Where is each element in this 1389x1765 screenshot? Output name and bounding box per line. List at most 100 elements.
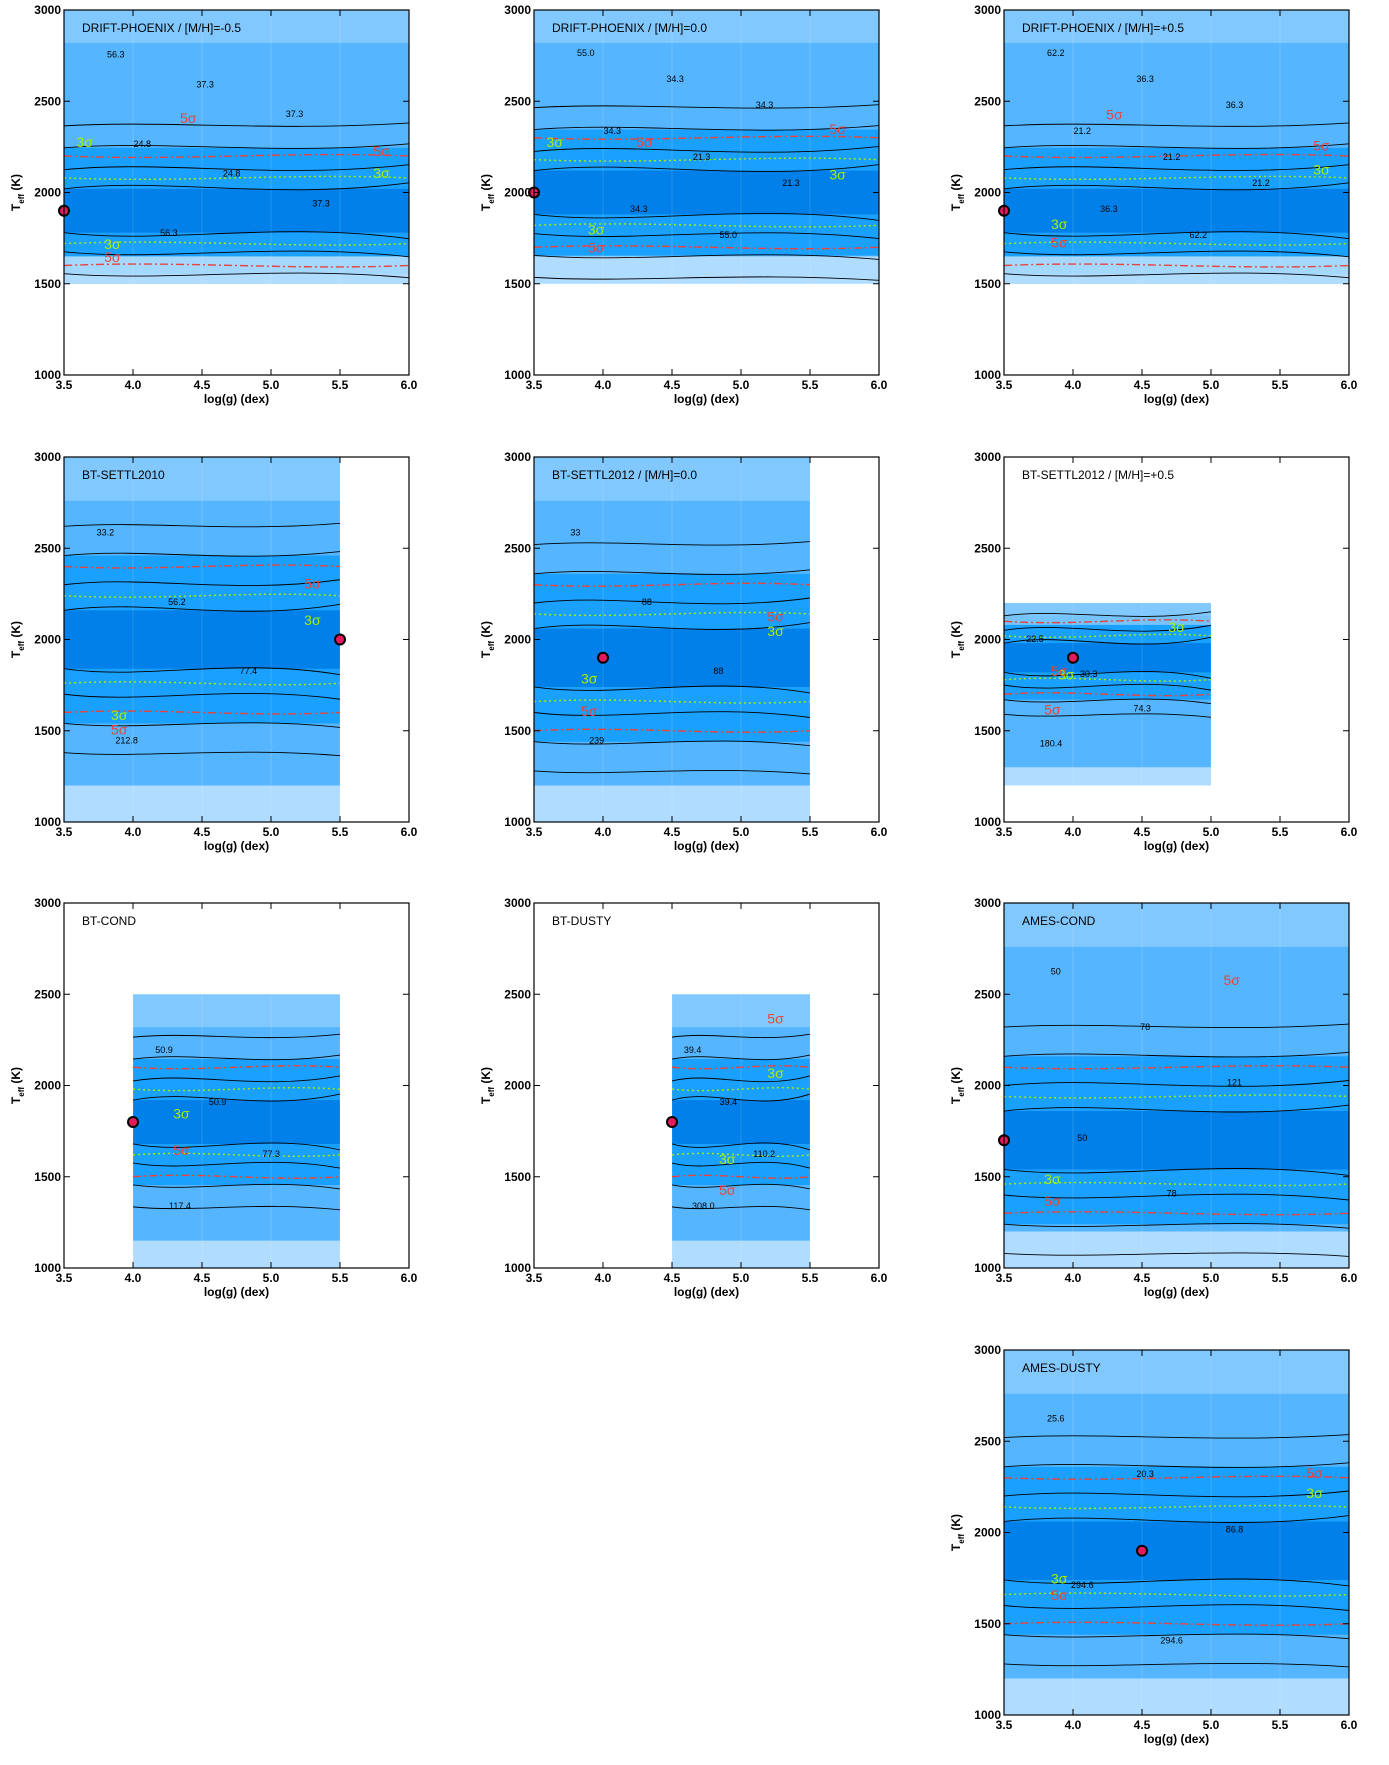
y-tick-label: 3000 [504, 3, 531, 17]
x-tick-label: 3.5 [996, 1271, 1013, 1285]
sigma3-label: 3σ [104, 236, 121, 252]
contour-line [1004, 611, 1211, 617]
model-grid-area [534, 10, 879, 284]
contour-line [1004, 1051, 1349, 1058]
best-fit-marker [334, 633, 346, 646]
x-tick-label: 3.5 [526, 378, 543, 392]
y-axis-label: Teff (K) [479, 1067, 496, 1104]
chart-svg: 50 78 121 50 78 5σ 3σ 5σ AMES-COND 3.5 4.0 4.5 5.0 5.… [949, 896, 1358, 1299]
contour-value-label: 110.2 [753, 1149, 775, 1159]
model-grid-area [133, 994, 340, 1268]
contour-value-label: 34.3 [630, 204, 648, 214]
sigma5-label: 5σ [1044, 1193, 1061, 1209]
sigma3-label: 3σ [1313, 161, 1330, 177]
contour-value-label: 34.3 [666, 74, 684, 84]
x-tick-label: 5.0 [1203, 1271, 1220, 1285]
chi2-band-bottom [1004, 1678, 1349, 1715]
x-tick-label: 3.5 [996, 378, 1013, 392]
y-tick-label: 2500 [974, 94, 1001, 108]
sigma3-label: 3σ [1058, 667, 1075, 683]
chart-title: BT-DUSTY [552, 914, 611, 928]
x-tick-label: 4.5 [664, 378, 681, 392]
contour-value-label: 39.4 [720, 1097, 738, 1107]
y-tick-label: 2000 [504, 186, 531, 200]
contour-value-label: 50.9 [209, 1097, 227, 1107]
y-axis-label: Teff (K) [949, 1514, 966, 1551]
chart-panel: 33.2 56.2 77.4 212.8 5σ 3σ 3σ 5σ BT-SETTL2010 3.5… [0, 447, 420, 872]
5sigma-contour-line [534, 728, 810, 733]
x-tick-label: 4.0 [1065, 378, 1082, 392]
contour-line [1004, 1223, 1349, 1229]
contour-line [1004, 1662, 1349, 1668]
contour-line [672, 1054, 810, 1061]
x-axis-label: log(g) (dex) [204, 839, 269, 853]
contour-value-label: 21.3 [693, 152, 711, 162]
sigma5-label: 5σ [1051, 663, 1068, 679]
sigma3-label: 3σ [829, 167, 846, 183]
chart-svg: 50.9 50.9 77.3 117.4 3σ 5σ BT-COND 3.5 4.0 4.5 5.0… [9, 896, 418, 1299]
sigma5-label: 5σ [1313, 138, 1330, 154]
y-tick-label: 3000 [34, 896, 61, 910]
best-fit-marker [1067, 651, 1079, 664]
sigma3-label: 3σ [546, 134, 563, 150]
chart-title: DRIFT-PHOENIX / [M/H]=-0.5 [82, 21, 241, 35]
chart-panel: 33 88 88 239 5σ 3σ 3σ 5σ BT-SETTL2012 / [M/H]=0.… [470, 447, 890, 872]
model-grid-area [534, 457, 810, 822]
x-tick-label: 4.5 [664, 825, 681, 839]
contour-line [64, 164, 409, 171]
x-tick-label: 4.5 [194, 1271, 211, 1285]
contour-value-label: 50.9 [155, 1045, 173, 1055]
y-axis-label: Teff (K) [949, 1067, 966, 1104]
sigma3-label: 3σ [1168, 619, 1185, 635]
x-tick-label: 4.0 [595, 1271, 612, 1285]
y-tick-label: 3000 [504, 896, 531, 910]
y-axis-label: Teff (K) [479, 174, 496, 211]
contour-line [534, 276, 879, 281]
x-tick-label: 6.0 [401, 825, 418, 839]
x-tick-label: 4.0 [125, 825, 142, 839]
5sigma-contour-line [133, 1065, 340, 1070]
contour-line [534, 622, 810, 630]
contour-value-label: 294.6 [1071, 1580, 1094, 1590]
contour-value-label: 34.3 [604, 126, 622, 136]
contour-value-label: 36.3 [1226, 100, 1244, 110]
y-tick-label: 1500 [34, 1170, 61, 1184]
contour-value-label: 62.2 [1189, 230, 1207, 240]
contour-line [1004, 272, 1349, 279]
best-fit-marker [1136, 1544, 1148, 1557]
contour-line [64, 579, 340, 587]
5sigma-contour-line [534, 135, 879, 140]
x-axis-label: log(g) (dex) [1144, 392, 1209, 406]
contour-line [1004, 713, 1211, 718]
chi2-band-top [534, 457, 810, 501]
contour-value-label: 50 [1077, 1133, 1087, 1143]
sigma3-label: 3σ [373, 165, 390, 181]
y-tick-label: 1000 [504, 815, 531, 829]
model-grid-area [1004, 1350, 1349, 1715]
x-tick-label: 4.0 [595, 825, 612, 839]
3sigma-contour-line [1004, 1592, 1349, 1597]
x-tick-label: 4.0 [1065, 1271, 1082, 1285]
y-tick-label: 2500 [34, 987, 61, 1001]
x-tick-label: 5.0 [733, 1271, 750, 1285]
y-tick-label: 2000 [34, 633, 61, 647]
contour-value-label: 78 [1140, 1022, 1150, 1032]
contour-value-label: 21.2 [1074, 126, 1092, 136]
chi2-band-top [534, 10, 879, 43]
x-tick-label: 4.5 [1134, 825, 1151, 839]
chart-title: BT-SETTL2012 / [M/H]=0.0 [552, 468, 697, 482]
chi2-band-4 [64, 188, 409, 233]
chart-svg: 55.0 34.3 34.3 34.3 21.3 21.3 34.3 55.0 5σ 5σ 3σ 3σ… [479, 3, 888, 406]
y-tick-label: 3000 [974, 1343, 1001, 1357]
contour-line [64, 692, 340, 700]
contour-value-label: 37.3 [286, 109, 304, 119]
contour-line [64, 522, 340, 528]
y-tick-label: 3000 [34, 3, 61, 17]
x-axis-label: log(g) (dex) [1144, 1732, 1209, 1746]
y-axis-label: Teff (K) [9, 174, 26, 211]
contour-line [1004, 1490, 1349, 1498]
5sigma-contour-line [672, 1174, 810, 1179]
sigma5-label: 5σ [829, 121, 846, 137]
